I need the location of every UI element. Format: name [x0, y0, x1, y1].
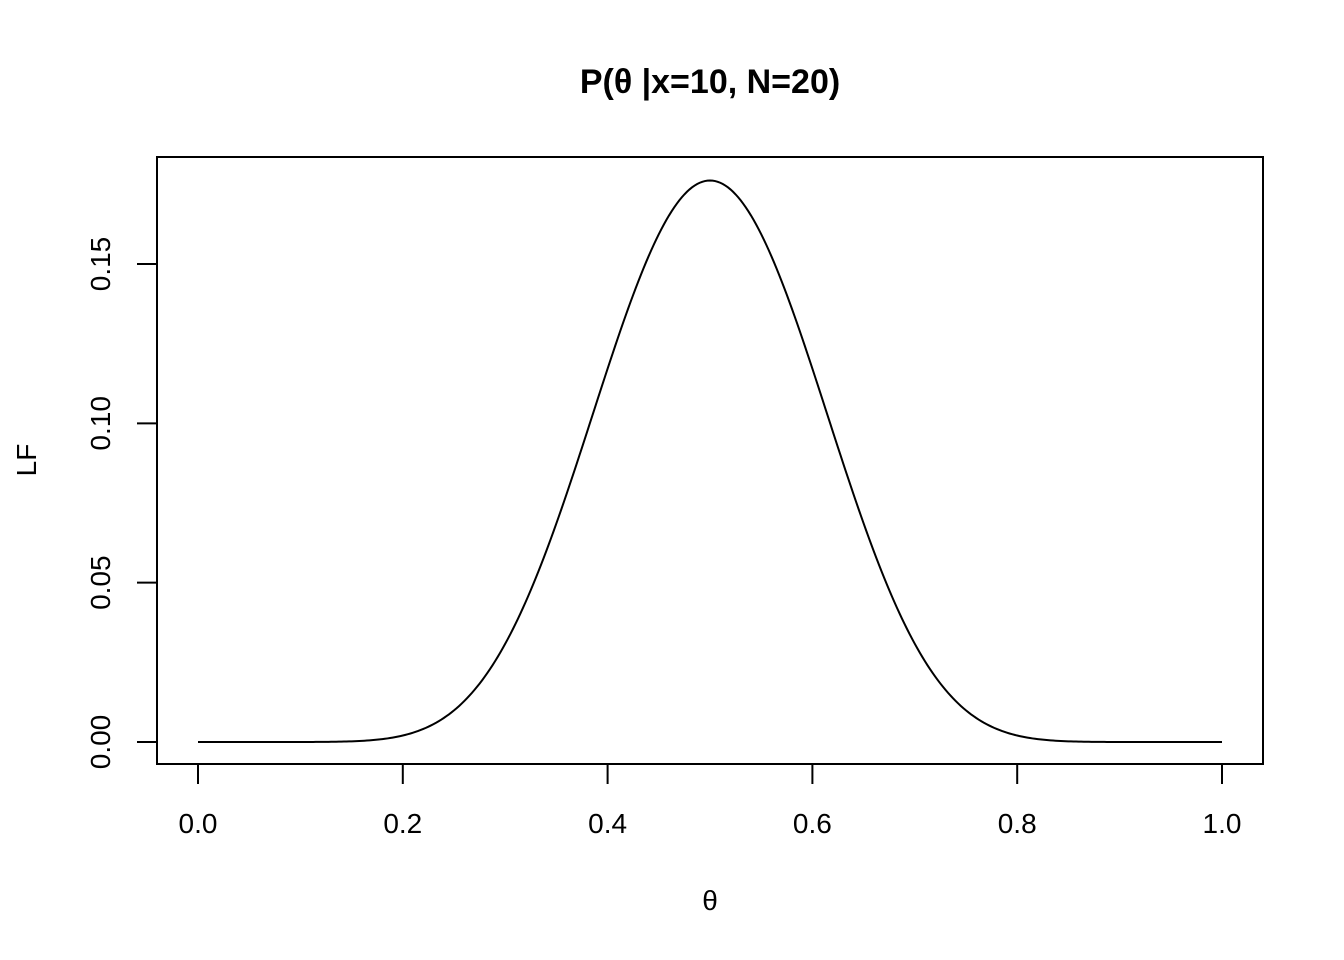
- x-tick-label: 0.0: [179, 808, 218, 839]
- x-axis-label: θ: [702, 885, 718, 916]
- chart-title: P(θ |x=10, N=20): [580, 63, 840, 101]
- likelihood-curve: [198, 179, 1222, 743]
- y-tick-label: 0.15: [85, 237, 116, 292]
- y-axis: 0.00 0.05 0.10 0.15: [85, 237, 158, 770]
- y-tick-label: 0.00: [85, 715, 116, 770]
- x-tick-label: 1.0: [1203, 808, 1242, 839]
- x-tick-label: 0.4: [588, 808, 627, 839]
- x-axis: 0.0 0.2 0.4 0.6 0.8 1.0: [179, 763, 1242, 839]
- x-tick-label: 0.2: [383, 808, 422, 839]
- y-axis-label: LF: [11, 444, 42, 477]
- x-tick-label: 0.8: [998, 808, 1037, 839]
- x-tick-label: 0.6: [793, 808, 832, 839]
- plot-frame: [156, 156, 1264, 765]
- y-tick-label: 0.05: [85, 555, 116, 610]
- y-tick-label: 0.10: [85, 396, 116, 451]
